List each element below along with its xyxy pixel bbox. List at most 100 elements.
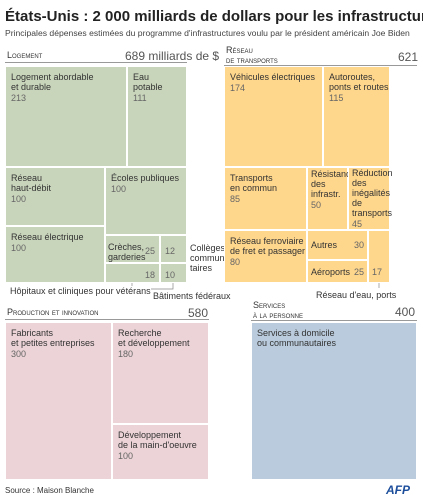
group-total: 400 xyxy=(395,305,416,319)
label-line: potable xyxy=(133,82,163,92)
group-total: 580 xyxy=(188,306,209,320)
cell-label: Réseau d'eau, ports xyxy=(316,290,396,300)
label-line: Fabricants xyxy=(11,328,54,338)
cell-value: 300 xyxy=(11,349,27,359)
treemap-cell xyxy=(224,167,307,230)
label-line: de fret et passager xyxy=(230,246,306,256)
cell-label: Eau potable xyxy=(133,72,163,92)
treemap-cell xyxy=(127,66,187,167)
cell-label: Résistance des infrastr. xyxy=(311,169,356,199)
group-header xyxy=(5,48,187,63)
label-line: Réseau xyxy=(11,173,43,183)
cell-value: 180 xyxy=(118,349,134,359)
treemap-cell xyxy=(348,167,390,230)
label-line: communau- xyxy=(190,253,238,263)
cell-value: 10 xyxy=(165,270,176,280)
label-line: Services à domicile xyxy=(257,328,335,338)
cell-label: Logement abordable et durable xyxy=(11,72,94,92)
label-line: des xyxy=(311,179,326,189)
group-total: 689 milliards de $ xyxy=(125,49,220,63)
treemap-cell xyxy=(112,424,209,480)
treemap-cell xyxy=(224,66,323,167)
label-line: et durable xyxy=(11,82,52,92)
label-line: haut-débit xyxy=(11,183,52,193)
group-header xyxy=(224,43,417,66)
label-line: Transports xyxy=(230,173,273,183)
label-line: en commun xyxy=(230,183,278,193)
cell-label: Collèges communau-taires xyxy=(190,243,238,273)
treemap-cell xyxy=(105,263,160,283)
label-line: Développement xyxy=(118,430,182,440)
cell-value: 30 xyxy=(353,240,364,250)
subtitle: Principales dépenses estimées du program… xyxy=(5,28,410,38)
label-line: Véhicules électriques xyxy=(230,72,316,82)
label-line: Réseau électrique xyxy=(11,232,84,242)
label-line: Autoroutes, xyxy=(329,72,376,82)
cell-value: 45 xyxy=(352,219,363,229)
label-line: Résistance xyxy=(311,169,356,179)
cell-label: Bâtiments fédéraux xyxy=(153,291,231,301)
cell-value: 25 xyxy=(144,246,155,256)
cell-label: Véhicules électriques xyxy=(230,72,315,82)
label-line: de la main-d'oeuvre xyxy=(118,440,197,450)
treemap-cell xyxy=(251,322,417,480)
cell-value: 50 xyxy=(311,200,322,210)
cell-label: Fabricants et petites entreprises xyxy=(11,328,95,348)
treemap-cell xyxy=(307,260,368,283)
cell-label: Développement de la main-d'oeuvre xyxy=(118,430,197,450)
cell-value: 174 xyxy=(230,83,246,93)
treemap-cell xyxy=(5,226,105,283)
label-line: Hôpitaux et cliniques pour vétérans xyxy=(10,286,151,296)
cell-value: 18 xyxy=(144,270,155,280)
cell-value: 100 xyxy=(11,243,27,253)
title: États-Unis : 2 000 milliards de dollars … xyxy=(5,8,423,25)
treemap-cell xyxy=(368,230,390,283)
treemap-cell xyxy=(307,230,368,260)
cell-value: 100 xyxy=(11,194,27,204)
label-line: de transports xyxy=(226,55,278,65)
treemap-cell xyxy=(160,263,187,283)
group-label: Services à la personne xyxy=(253,300,303,320)
treemap-cell xyxy=(112,322,209,424)
cell-value: 213 xyxy=(11,93,27,103)
label-line: Recherche xyxy=(118,328,162,338)
group-label: Production et innovation xyxy=(7,307,98,317)
cell-label: Autres xyxy=(311,240,337,250)
cell-label: Transports en commun xyxy=(230,173,277,193)
cell-label: Services à domicile ou communautaires xyxy=(257,328,336,348)
label-line: Réseau d'eau, ports xyxy=(316,290,397,300)
label-line: Services xyxy=(253,300,286,310)
label-line: Autres xyxy=(311,240,338,250)
label-line: de xyxy=(352,198,363,208)
source: Source : Maison Blanche xyxy=(5,486,94,495)
cell-label: Réseau électrique xyxy=(11,232,84,242)
cell-label: Hôpitaux et cliniques pour vétérans xyxy=(10,286,151,296)
label-line: Bâtiments fédéraux xyxy=(153,291,231,301)
label-line: Crèches, xyxy=(108,242,145,252)
group-header xyxy=(251,298,417,321)
cell-value: 12 xyxy=(165,246,176,256)
cell-label: Écoles publiques xyxy=(111,173,179,183)
treemap-cell xyxy=(5,322,112,480)
group-total: 621 xyxy=(398,50,419,64)
cell-value: 85 xyxy=(230,194,241,204)
label-line: inégalités xyxy=(352,188,391,198)
label-line: Eau xyxy=(133,72,150,82)
cell-label: Réseau ferroviaire de fret et passager xyxy=(230,236,305,256)
label-line: et petites entreprises xyxy=(11,338,95,348)
label-line: infrastr. xyxy=(311,189,341,199)
treemap-cell xyxy=(307,167,348,230)
label-line: Réseau ferroviaire xyxy=(230,236,304,246)
treemap-cell xyxy=(323,66,390,167)
label-line: Réseau xyxy=(226,45,253,55)
cell-label: Crèches, garderies xyxy=(108,242,146,262)
cell-value: 100 xyxy=(118,451,134,461)
label-line: taires xyxy=(190,263,213,273)
treemap-cell xyxy=(5,167,105,226)
cell-value: 111 xyxy=(133,93,147,103)
label-line: et développement xyxy=(118,338,190,348)
group-header xyxy=(5,305,209,320)
label-line: Production et innovation xyxy=(7,307,99,317)
label-line: Aéroports xyxy=(311,267,351,277)
